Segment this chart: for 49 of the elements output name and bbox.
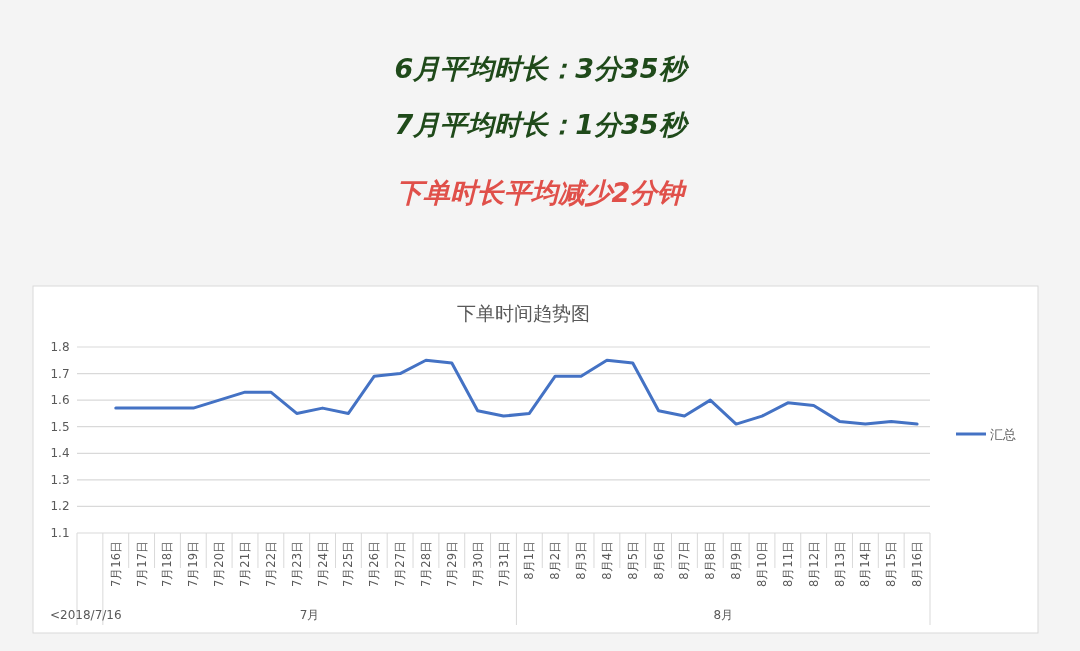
x-tick-label: 7月23日 (289, 541, 304, 587)
x-tick-label: 8月14日 (858, 541, 873, 587)
y-tick-label: 1.7 (50, 366, 70, 381)
text: 下单时长平均减少2分钟 (395, 177, 688, 208)
x-tick-label: 8月4日 (599, 541, 614, 580)
chart-title: 下单时间趋势图 (457, 302, 590, 324)
y-tick-label: 1.3 (50, 472, 70, 487)
x-tick-label: 7月20日 (212, 541, 227, 587)
legend-label: 汇总 (990, 427, 1016, 442)
x-tick-label: 8月6日 (651, 541, 666, 580)
x-tick-label: 7月17日 (134, 541, 149, 587)
y-tick-label: 1.4 (50, 446, 70, 461)
x-tick-label: 7月26日 (367, 541, 382, 587)
x-tick-label: 7月22日 (263, 541, 278, 587)
x-tick-label: 7月16日 (108, 541, 123, 587)
x-tick-label: 7月28日 (418, 541, 433, 587)
x-tick-label: 8月15日 (884, 541, 899, 587)
x-tick-label: 7月31日 (496, 541, 511, 587)
x-tick-label: 8月12日 (806, 541, 821, 587)
x-tick-label: 8月5日 (625, 541, 640, 580)
x-tick-label: 7月30日 (470, 541, 485, 587)
x-tick-label: 7月19日 (186, 541, 201, 587)
text: 7月平均时长：1分35秒 (394, 109, 690, 140)
x-tick-label: 8月10日 (754, 541, 769, 587)
x-tick-label: 7月21日 (238, 541, 253, 587)
y-tick-label: 1.6 (50, 393, 70, 408)
x-tick-label: 8月3日 (574, 541, 589, 580)
x-tick-label: 8月1日 (522, 541, 537, 580)
y-tick-label: 1.2 (50, 499, 70, 514)
x-tick-label: 8月2日 (548, 541, 563, 580)
x-tick-label: 7月18日 (160, 541, 175, 587)
x-tick-label: 8月7日 (677, 541, 692, 580)
text: <2018/7/16 (50, 608, 122, 622)
x-tick-label: 7月24日 (315, 541, 330, 587)
text: 7月 (299, 608, 320, 622)
text: 6月平均时长：3分35秒 (394, 53, 690, 84)
y-tick-label: 1.5 (50, 419, 70, 434)
x-tick-label: 8月13日 (832, 541, 847, 587)
y-tick-label: 1.1 (50, 526, 70, 540)
x-tick-label: 7月29日 (444, 541, 459, 587)
x-tick-label: 8月16日 (910, 541, 925, 587)
line-series (114, 358, 919, 426)
x-tick-label: 8月8日 (703, 541, 718, 580)
y-tick-label: 1.8 (50, 340, 70, 354)
text: 8月 (713, 608, 734, 622)
x-tick-label: 8月11日 (780, 541, 795, 587)
x-tick-label: 7月25日 (341, 541, 356, 587)
x-tick-label: 7月27日 (393, 541, 408, 587)
x-tick-label: 8月9日 (729, 541, 744, 580)
